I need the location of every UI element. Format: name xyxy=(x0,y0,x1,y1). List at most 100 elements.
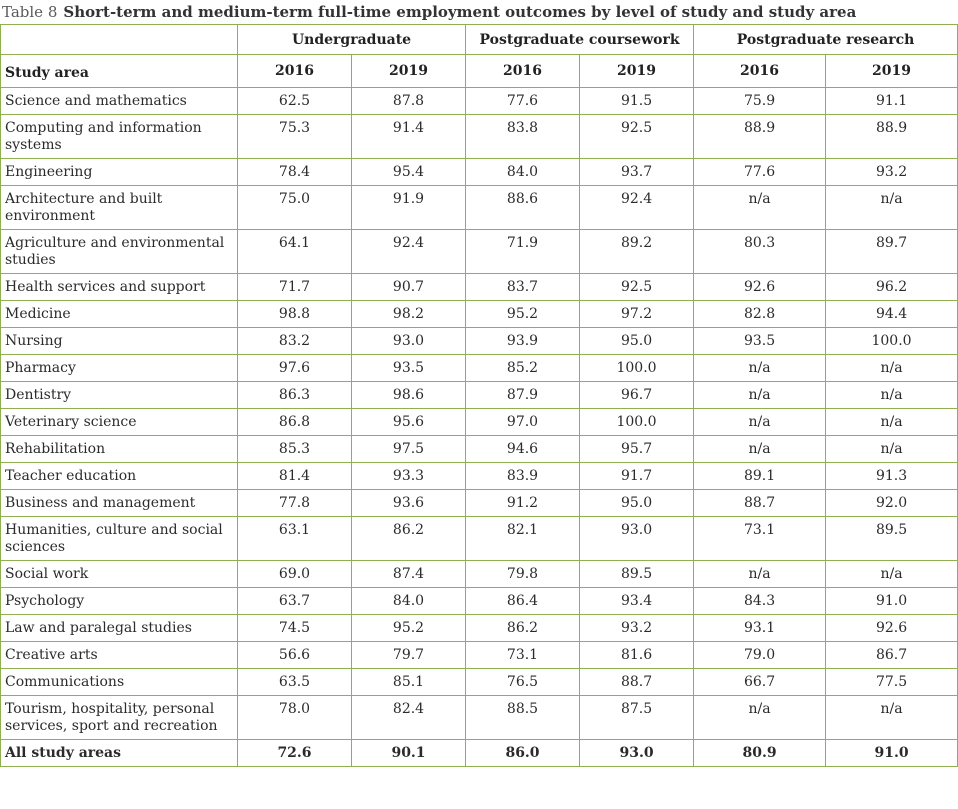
value-cell: 95.7 xyxy=(579,435,695,463)
study-area-cell: Law and paralegal studies xyxy=(0,614,238,642)
year-header: 2016 xyxy=(237,54,352,88)
study-area-cell: Business and management xyxy=(0,489,238,517)
study-area-cell: Communications xyxy=(0,668,238,696)
study-area-cell: Architecture and built environment xyxy=(0,185,238,230)
value-cell: 80.9 xyxy=(693,739,827,767)
value-cell: n/a xyxy=(693,695,827,740)
value-cell: 79.7 xyxy=(350,641,467,669)
value-cell: 88.9 xyxy=(825,114,958,159)
group-header-undergraduate: Undergraduate xyxy=(236,24,467,55)
value-cell: 95.4 xyxy=(350,158,467,186)
value-cell: 95.2 xyxy=(350,614,467,642)
value-cell: 75.3 xyxy=(237,114,352,159)
table-row: Engineering 78.4 95.4 84.0 93.7 77.6 93.2 xyxy=(0,158,958,186)
value-cell: 86.4 xyxy=(465,587,581,615)
value-cell: 85.2 xyxy=(465,354,581,382)
study-area-cell: Computing and information systems xyxy=(0,114,238,159)
value-cell: n/a xyxy=(825,560,958,588)
value-cell: 77.5 xyxy=(825,668,958,696)
value-cell: 95.6 xyxy=(350,408,467,436)
value-cell: 93.3 xyxy=(350,462,467,490)
table-row: Rehabilitation 85.3 97.5 94.6 95.7 n/a n/a xyxy=(0,435,958,463)
study-area-cell: All study areas xyxy=(0,739,238,767)
table-body: Science and mathematics 62.5 87.8 77.6 91.5 7… xyxy=(0,87,958,767)
value-cell: 93.7 xyxy=(579,158,695,186)
study-area-cell: Teacher education xyxy=(0,462,238,490)
table-row: Psychology 63.7 84.0 86.4 93.4 84.3 91.0 xyxy=(0,587,958,615)
value-cell: n/a xyxy=(825,695,958,740)
table-row: Pharmacy 97.6 93.5 85.2 100.0 n/a n/a xyxy=(0,354,958,382)
value-cell: 79.8 xyxy=(465,560,581,588)
value-cell: 87.4 xyxy=(350,560,467,588)
value-cell: 93.5 xyxy=(350,354,467,382)
value-cell: 91.5 xyxy=(579,87,695,115)
study-area-cell: Agriculture and environmental studies xyxy=(0,229,238,274)
group-header-row: Undergraduate Postgraduate coursework Po… xyxy=(0,24,958,55)
value-cell: 98.2 xyxy=(350,300,467,328)
value-cell: 91.2 xyxy=(465,489,581,517)
table-row: Business and management 77.8 93.6 91.2 95.0 8… xyxy=(0,489,958,517)
table-row: Computing and information systems 75.3 91.… xyxy=(0,114,958,159)
value-cell: 91.9 xyxy=(350,185,467,230)
study-area-cell: Tourism, hospitality, personal services,… xyxy=(0,695,238,740)
value-cell: 93.9 xyxy=(465,327,581,355)
value-cell: 90.1 xyxy=(350,739,467,767)
value-cell: n/a xyxy=(693,381,827,409)
value-cell: 93.2 xyxy=(825,158,958,186)
table-row: Veterinary science 86.8 95.6 97.0 100.0 n/a n/… xyxy=(0,408,958,436)
table-row: Dentistry 86.3 98.6 87.9 96.7 n/a n/a xyxy=(0,381,958,409)
empty-corner-cell xyxy=(0,24,238,55)
value-cell: 93.0 xyxy=(350,327,467,355)
value-cell: 88.9 xyxy=(693,114,827,159)
value-cell: 81.4 xyxy=(237,462,352,490)
value-cell: 88.5 xyxy=(465,695,581,740)
value-cell: 92.6 xyxy=(693,273,827,301)
table-row: Humanities, culture and social sciences 6… xyxy=(0,516,958,561)
value-cell: 93.0 xyxy=(579,739,695,767)
table-row: Medicine 98.8 98.2 95.2 97.2 82.8 94.4 xyxy=(0,300,958,328)
value-cell: 91.1 xyxy=(825,87,958,115)
value-cell: n/a xyxy=(693,435,827,463)
value-cell: 88.7 xyxy=(693,489,827,517)
group-header-postgraduate-research: Postgraduate research xyxy=(693,24,958,55)
value-cell: 97.5 xyxy=(350,435,467,463)
table-row: Law and paralegal studies 74.5 95.2 86.2 93.… xyxy=(0,614,958,642)
value-cell: 97.0 xyxy=(465,408,581,436)
study-area-cell: Science and mathematics xyxy=(0,87,238,115)
year-header: 2019 xyxy=(350,54,467,88)
study-area-cell: Veterinary science xyxy=(0,408,238,436)
group-header-postgraduate-coursework: Postgraduate coursework xyxy=(465,24,695,55)
value-cell: 71.7 xyxy=(237,273,352,301)
value-cell: 76.5 xyxy=(465,668,581,696)
value-cell: 56.6 xyxy=(237,641,352,669)
value-cell: 86.8 xyxy=(237,408,352,436)
value-cell: 83.9 xyxy=(465,462,581,490)
table-number: Table 8 xyxy=(2,3,58,21)
value-cell: 90.7 xyxy=(350,273,467,301)
value-cell: n/a xyxy=(693,185,827,230)
value-cell: 69.0 xyxy=(237,560,352,588)
value-cell: 89.7 xyxy=(825,229,958,274)
value-cell: 78.4 xyxy=(237,158,352,186)
value-cell: 96.7 xyxy=(579,381,695,409)
value-cell: 86.7 xyxy=(825,641,958,669)
value-cell: 63.1 xyxy=(237,516,352,561)
value-cell: 91.0 xyxy=(825,739,958,767)
value-cell: 75.0 xyxy=(237,185,352,230)
value-cell: 80.3 xyxy=(693,229,827,274)
value-cell: 64.1 xyxy=(237,229,352,274)
value-cell: 86.3 xyxy=(237,381,352,409)
value-cell: 97.6 xyxy=(237,354,352,382)
value-cell: 95.0 xyxy=(579,489,695,517)
value-cell: 92.6 xyxy=(825,614,958,642)
value-cell: 93.2 xyxy=(579,614,695,642)
value-cell: 82.8 xyxy=(693,300,827,328)
table-row: Architecture and built environment 75.0 91… xyxy=(0,185,958,230)
total-row: All study areas 72.6 90.1 86.0 93.0 80.9 91.0 xyxy=(0,739,958,767)
value-cell: 92.5 xyxy=(579,273,695,301)
value-cell: 87.9 xyxy=(465,381,581,409)
table-row: Social work 69.0 87.4 79.8 89.5 n/a n/a xyxy=(0,560,958,588)
value-cell: 93.0 xyxy=(579,516,695,561)
value-cell: 72.6 xyxy=(237,739,352,767)
value-cell: 94.4 xyxy=(825,300,958,328)
